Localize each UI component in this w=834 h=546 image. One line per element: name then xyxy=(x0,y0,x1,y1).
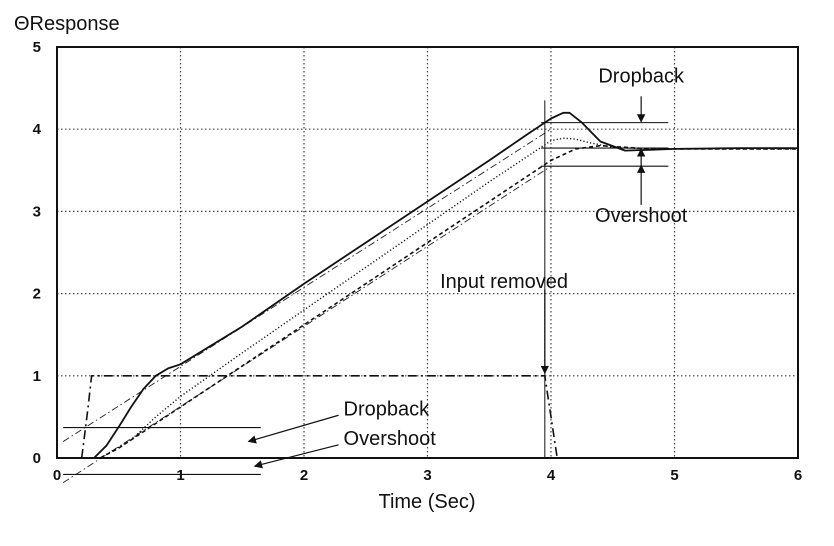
y-axis-label: ΘResponse xyxy=(14,13,120,35)
level-markers xyxy=(63,100,669,475)
tick-labels: 0 1 2 3 4 5 6 0 1 2 3 4 5 xyxy=(33,39,803,484)
y-tick-label: 5 xyxy=(33,39,41,56)
reference-line xyxy=(62,165,552,484)
y-tick-label: 0 xyxy=(33,450,41,467)
x-axis-label: Time (Sec) xyxy=(378,491,475,513)
y-tick-label: 4 xyxy=(33,121,42,138)
annotation-dropback-top: Dropback xyxy=(598,65,685,87)
y-tick-label: 3 xyxy=(33,203,41,220)
reference-lines xyxy=(62,128,552,484)
annotation-overshoot-bottom: Overshoot xyxy=(344,428,437,450)
arrow-overshoot-bottom-left xyxy=(253,444,339,469)
series-line-dash-dot xyxy=(80,375,558,459)
x-tick-label: 0 xyxy=(53,467,61,484)
annotation-dropback-bottom: Dropback xyxy=(344,398,431,420)
x-tick-label: 6 xyxy=(794,467,802,484)
y-tick-label: 1 xyxy=(33,368,41,385)
reference-line xyxy=(62,128,552,442)
grid-lines xyxy=(57,47,798,458)
x-tick-label: 4 xyxy=(547,467,556,484)
plot-frame xyxy=(56,46,799,459)
annotations: Dropback Overshoot Input removed Dropback Ov… xyxy=(247,65,688,469)
series-line-solid xyxy=(93,111,798,459)
series-line-dashed xyxy=(99,144,798,459)
annotation-input-removed: Input removed xyxy=(440,271,568,293)
x-tick-label: 5 xyxy=(670,467,678,484)
x-tick-label: 3 xyxy=(423,467,431,484)
arrow-dropback-bottom-left xyxy=(247,414,339,444)
annotation-overshoot-top: Overshoot xyxy=(595,205,688,227)
y-tick-label: 2 xyxy=(33,286,41,303)
x-tick-label: 2 xyxy=(300,467,308,484)
x-tick-label: 1 xyxy=(176,467,184,484)
